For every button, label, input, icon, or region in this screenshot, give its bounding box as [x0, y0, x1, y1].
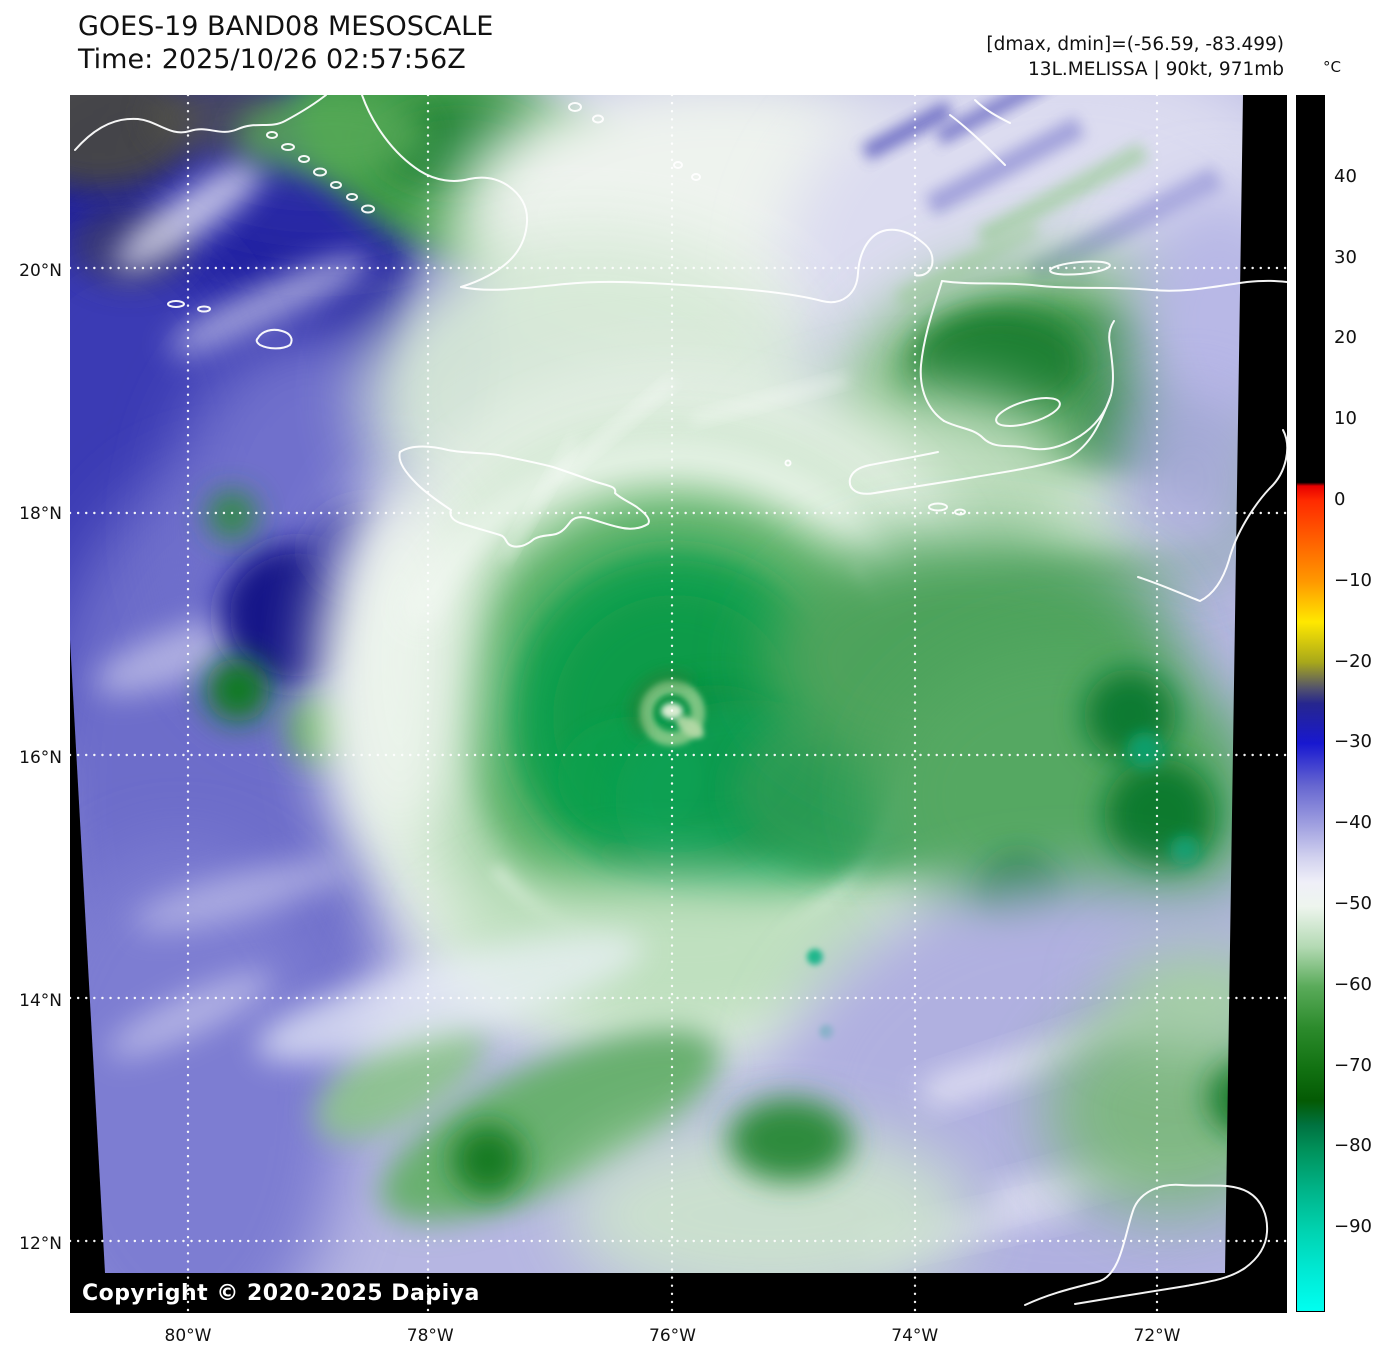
coast-tiburon-south — [848, 394, 1112, 495]
colorbar-unit-label: °C — [1323, 58, 1341, 76]
title-block: GOES-19 BAND08 MESOSCALE Time: 2025/10/2… — [78, 10, 493, 76]
info-block: [dmax, dmin]=(-56.59, -83.499) 13L.MELIS… — [986, 32, 1284, 82]
islets-jardines — [266, 131, 375, 214]
colorbar — [1296, 95, 1325, 1312]
coast-haiti-west — [919, 280, 945, 422]
colorbar-tick-label: −30 — [1334, 731, 1372, 753]
sector-black-edges — [70, 95, 1287, 1313]
colorbar-tick-label: 20 — [1334, 327, 1357, 349]
lat-tick-label: 12°N — [19, 1234, 62, 1254]
lat-tick-label: 20°N — [19, 261, 62, 281]
colorbar-tick-label: −20 — [1334, 650, 1372, 672]
island-navassa — [784, 459, 792, 467]
copyright-text: Copyright © 2020-2025 Dapiya — [82, 1281, 480, 1306]
islets-cuba-north — [568, 102, 701, 181]
colorbar-tick-label: −40 — [1334, 812, 1372, 834]
island-gonave — [995, 397, 1061, 427]
coastlines — [74, 95, 1287, 1306]
colorbar-tick-label: −10 — [1334, 569, 1372, 591]
satellite-map — [70, 95, 1287, 1313]
coast-dr-east — [1137, 429, 1287, 602]
satellite-imagery — [70, 95, 1287, 1313]
coast-jamaica — [398, 445, 650, 548]
coast-cuba-north-hook — [361, 95, 529, 288]
imagery-cloud-field — [70, 95, 1287, 1313]
coast-guajira — [1024, 1183, 1269, 1306]
lat-tick-label: 18°N — [19, 504, 62, 525]
coast-cuba-south — [460, 228, 934, 304]
product-title: GOES-19 BAND08 MESOSCALE — [78, 11, 494, 42]
dmax-dmin-readout: [dmax, dmin]=(-56.59, -83.499) — [986, 34, 1284, 55]
graticule — [70, 95, 1287, 1313]
lat-tick-label: 14°N — [19, 990, 62, 1011]
island-tortue — [1049, 260, 1111, 276]
lon-tick-label: 78°W — [406, 1326, 454, 1346]
lon-tick-label: 80°W — [164, 1326, 212, 1346]
colorbar-tick-label: −70 — [1334, 1054, 1372, 1076]
lon-tick-label: 76°W — [649, 1326, 696, 1346]
colorbar-tick-label: −50 — [1334, 893, 1372, 914]
colorbar-tick-label: −60 — [1334, 973, 1372, 995]
lon-tick-label: 74°W — [891, 1326, 939, 1346]
timestamp: Time: 2025/10/26 02:57:56Z — [78, 44, 466, 75]
coast-tiburon-north — [943, 320, 1115, 451]
coast-cuba-northeast — [949, 99, 1011, 166]
coast-cuba-west — [74, 95, 327, 151]
island-vache — [928, 502, 948, 512]
coast-haiti-north — [941, 279, 1287, 292]
colorbar-tick-label: 0 — [1334, 489, 1346, 510]
islands-cayman — [167, 300, 293, 350]
lat-tick-label: 16°N — [19, 747, 62, 768]
lon-tick-label: 72°W — [1133, 1326, 1181, 1346]
storm-status-readout: 13L.MELISSA | 90kt, 971mb — [1028, 59, 1284, 80]
colorbar-tick-label: 10 — [1334, 408, 1357, 430]
island-cayemite — [954, 508, 966, 516]
colorbar-tick-label: −90 — [1334, 1216, 1372, 1238]
colorbar-tick-label: 40 — [1334, 165, 1357, 187]
colorbar-tick-label: 30 — [1334, 246, 1357, 268]
colorbar-tick-label: −80 — [1334, 1135, 1372, 1157]
